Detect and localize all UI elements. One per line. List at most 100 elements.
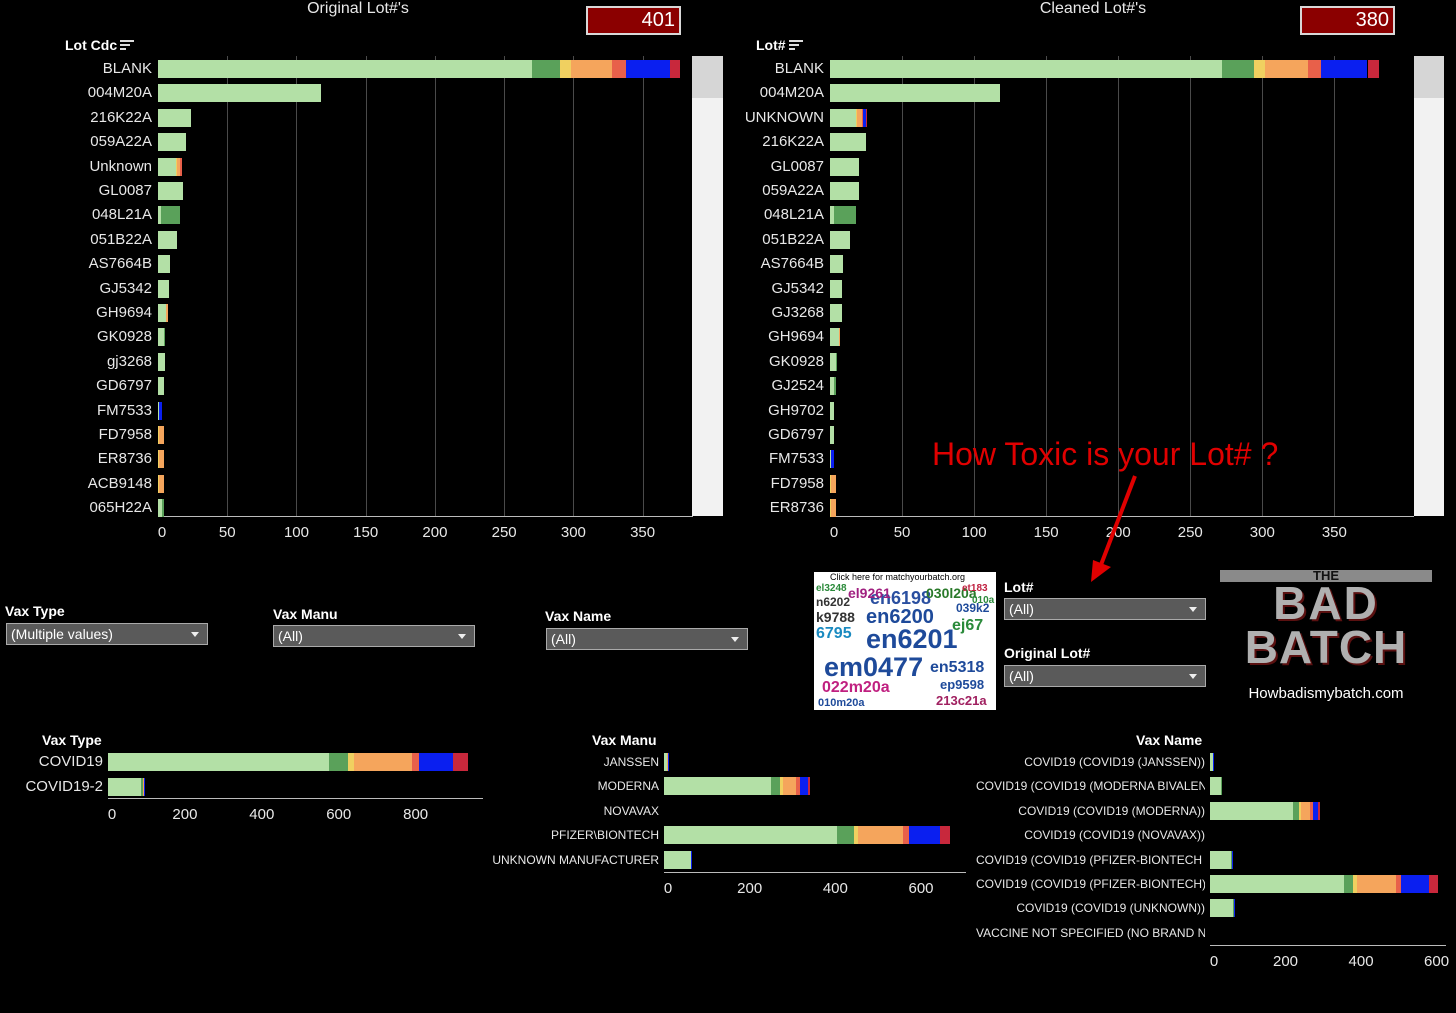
category-label[interactable]: Unknown: [89, 157, 152, 175]
bar-segment[interactable]: [830, 60, 1222, 78]
category-label[interactable]: GD6797: [768, 426, 824, 443]
category-label[interactable]: 048L21A: [763, 206, 824, 224]
category-label[interactable]: GK0928: [768, 352, 824, 370]
bar-segment[interactable]: [1353, 875, 1357, 893]
bar-segment[interactable]: [158, 352, 165, 371]
bar-segment[interactable]: [830, 352, 836, 371]
category-label[interactable]: PFIZER\BIONTECH: [550, 828, 659, 843]
bar-segment[interactable]: [863, 108, 867, 127]
bar-segment[interactable]: [1310, 801, 1314, 820]
bar-segment[interactable]: [861, 108, 864, 127]
bar-segment[interactable]: [1210, 899, 1234, 918]
bar-segment[interactable]: [141, 778, 143, 796]
category-label[interactable]: 059A22A: [90, 133, 152, 151]
bar-segment[interactable]: [1298, 801, 1301, 820]
category-label[interactable]: ACB9148: [87, 474, 152, 492]
bar-segment[interactable]: [664, 850, 691, 869]
cleaned-lots-scrollbar[interactable]: [1414, 56, 1444, 516]
category-label[interactable]: COVID19 (COVID19 (JANSSEN)): [1024, 755, 1205, 769]
category-label[interactable]: 004M20A: [759, 84, 824, 102]
bar-segment[interactable]: [830, 499, 832, 518]
category-label[interactable]: GH9694: [768, 328, 824, 346]
bar-segment[interactable]: [1210, 875, 1345, 893]
bar-segment[interactable]: [329, 753, 348, 771]
bar-segment[interactable]: [559, 60, 571, 78]
category-label[interactable]: GJ5342: [99, 279, 152, 297]
bar-segment[interactable]: [866, 108, 868, 127]
bar-segment[interactable]: [163, 328, 165, 347]
bar-segment[interactable]: [158, 182, 183, 200]
original-lots-scroll-thumb[interactable]: [692, 56, 723, 98]
bar-segment[interactable]: [159, 401, 163, 420]
category-label[interactable]: COVID19 (COVID19 (PFIZER-BIONTECH)): [976, 877, 1205, 891]
matchyourbatch-wordcloud-link[interactable]: Click here for matchyourbatch.org en6201…: [814, 572, 996, 710]
bar-segment[interactable]: [830, 426, 835, 444]
bar-segment[interactable]: [903, 826, 910, 845]
bar-segment[interactable]: [1210, 801, 1294, 820]
bar-segment[interactable]: [453, 753, 468, 771]
bar-segment[interactable]: [612, 60, 626, 78]
bar-segment[interactable]: [1293, 801, 1299, 820]
bar-segment[interactable]: [1234, 899, 1236, 918]
category-label[interactable]: MODERNA: [597, 779, 659, 794]
bar-segment[interactable]: [143, 778, 145, 796]
vax-type-dropdown[interactable]: (Multiple values): [6, 623, 208, 645]
bar-segment[interactable]: [411, 753, 420, 771]
category-label[interactable]: gj3268: [106, 352, 152, 370]
bar-segment[interactable]: [664, 753, 668, 771]
bar-segment[interactable]: [830, 450, 832, 469]
category-label[interactable]: 004M20A: [87, 84, 152, 102]
bar-segment[interactable]: [830, 206, 835, 225]
bar-segment[interactable]: [158, 499, 163, 518]
category-label[interactable]: 216K22A: [90, 108, 152, 126]
bar-segment[interactable]: [838, 328, 841, 347]
bar-segment[interactable]: [779, 777, 784, 796]
bar-segment[interactable]: [668, 753, 670, 771]
bar-segment[interactable]: [1230, 850, 1232, 869]
bar-segment[interactable]: [158, 426, 160, 444]
lot-dropdown[interactable]: (All): [1004, 598, 1206, 620]
category-label[interactable]: COVID19 (COVID19 (UNKNOWN)): [1016, 901, 1205, 916]
bar-segment[interactable]: [158, 230, 178, 249]
category-label[interactable]: AS7664B: [760, 255, 824, 273]
bar-segment[interactable]: [834, 377, 836, 396]
category-label[interactable]: JANSSEN: [603, 755, 659, 769]
bar-segment[interactable]: [570, 60, 613, 78]
bar-segment[interactable]: [830, 182, 859, 200]
bar-segment[interactable]: [830, 279, 842, 298]
category-label[interactable]: BLANK: [102, 60, 152, 77]
bar-segment[interactable]: [853, 826, 859, 845]
category-label[interactable]: FD7958: [98, 426, 152, 443]
bar-segment[interactable]: [837, 826, 854, 845]
category-label[interactable]: GK0928: [96, 328, 152, 346]
bar-segment[interactable]: [1400, 875, 1429, 893]
bar-segment[interactable]: [158, 157, 176, 176]
bar-segment[interactable]: [162, 499, 164, 518]
vax-name-dropdown[interactable]: (All): [546, 628, 748, 650]
bar-segment[interactable]: [158, 60, 532, 78]
category-label[interactable]: 051B22A: [762, 230, 824, 248]
bar-segment[interactable]: [354, 753, 412, 771]
bar-segment[interactable]: [1429, 875, 1439, 893]
bar-segment[interactable]: [159, 474, 164, 493]
bar-segment[interactable]: [1233, 899, 1235, 918]
category-label[interactable]: COVID19: [38, 753, 103, 770]
category-label[interactable]: FM7533: [96, 401, 152, 419]
category-label[interactable]: FM7533: [768, 450, 824, 468]
bar-segment[interactable]: [830, 377, 835, 396]
bar-segment[interactable]: [1210, 753, 1214, 771]
bar-segment[interactable]: [142, 778, 144, 796]
category-label[interactable]: ER8736: [769, 499, 824, 517]
category-label[interactable]: GL0087: [98, 182, 152, 199]
bar-segment[interactable]: [909, 826, 941, 845]
cleaned-lot-column-header[interactable]: Lot#: [756, 37, 803, 53]
bar-segment[interactable]: [1210, 850, 1231, 869]
bar-segment[interactable]: [158, 401, 160, 420]
bar-segment[interactable]: [830, 108, 856, 127]
bar-segment[interactable]: [830, 401, 835, 420]
bar-segment[interactable]: [830, 230, 851, 249]
category-label[interactable]: COVID19 (COVID19 (MODERNA BIVALENT)): [976, 779, 1205, 794]
bar-segment[interactable]: [158, 474, 160, 493]
bar-segment[interactable]: [1344, 875, 1354, 893]
bar-segment[interactable]: [1253, 60, 1266, 78]
